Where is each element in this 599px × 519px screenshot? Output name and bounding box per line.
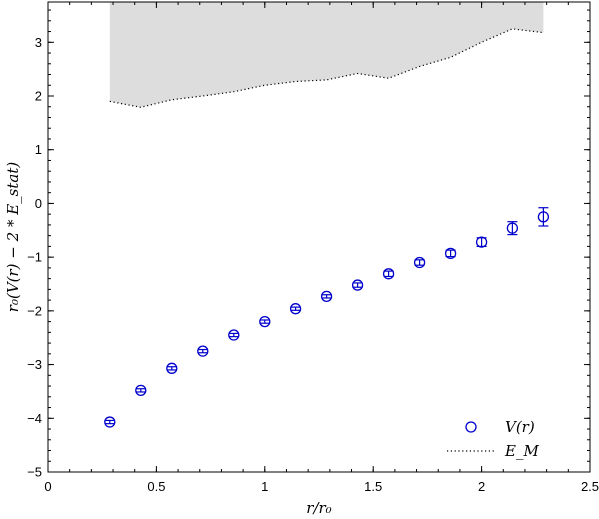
y-tick-label: −2 (27, 303, 42, 318)
legend: V(r) E_M (447, 418, 539, 460)
v-marker (197, 345, 209, 357)
v-marker (104, 416, 116, 428)
v-marker (475, 236, 488, 248)
v-marker (289, 303, 302, 315)
v-marker (506, 222, 519, 234)
v-data-point (413, 256, 426, 269)
x-tick-label: 0 (44, 479, 51, 494)
v-data-point (228, 329, 240, 341)
ticks-layer (47, 2, 591, 473)
v-data-point (135, 384, 147, 397)
v-data-point (289, 303, 302, 315)
axes-frame (47, 1, 591, 473)
v-data-point (382, 268, 395, 280)
v-data-point (475, 236, 488, 248)
plot-area (104, 2, 550, 428)
v-marker (135, 384, 147, 397)
x-tick-label: 0.5 (147, 479, 165, 494)
v-marker (259, 315, 271, 328)
v-data-point (259, 315, 271, 328)
v-marker (537, 211, 550, 223)
v-data-point (104, 416, 116, 428)
legend-v-marker (465, 421, 477, 433)
v-data-point (166, 362, 178, 374)
y-axis-label: r₀(V(r) − 2 * E_stat) (4, 162, 22, 313)
em-fill-layer (109, 2, 544, 108)
v-data-point (351, 279, 364, 291)
v-marker (228, 329, 240, 341)
x-tick-label: 2 (478, 479, 485, 494)
x-tick-label: 1.5 (364, 479, 382, 494)
y-tick-label: 2 (35, 89, 42, 104)
v-data-point (506, 221, 519, 236)
y-tick-label: 3 (35, 35, 42, 50)
em-fill-band (109, 2, 544, 108)
y-tick-label: −3 (27, 357, 42, 372)
legend-em-label: E_M (504, 442, 539, 460)
v-marker (382, 268, 395, 280)
y-tick-label: 0 (35, 196, 42, 211)
v-data-point (444, 247, 457, 260)
v-marker (444, 247, 457, 260)
x-tick-label: 1 (261, 479, 268, 494)
v-marker (320, 290, 333, 303)
v-series-layer (104, 207, 550, 428)
tick-labels-layer: 0 0.5 1 1.5 2 2.5 −5 −4 −3 −2 −1 0 1 2 3 (27, 35, 599, 494)
legend-v-label: V(r) (505, 418, 535, 436)
v-data-point (320, 290, 333, 303)
y-tick-label: 1 (35, 142, 42, 157)
x-tick-label: 2.5 (581, 479, 599, 494)
v-marker (166, 362, 178, 374)
v-data-point (537, 207, 550, 227)
v-marker (351, 279, 364, 291)
y-tick-label: −4 (27, 411, 42, 426)
y-tick-label: −5 (27, 465, 42, 480)
v-data-point (197, 345, 209, 357)
y-tick-label: −1 (27, 250, 42, 265)
x-axis-label: r/r₀ (306, 499, 331, 517)
v-marker (413, 256, 426, 269)
